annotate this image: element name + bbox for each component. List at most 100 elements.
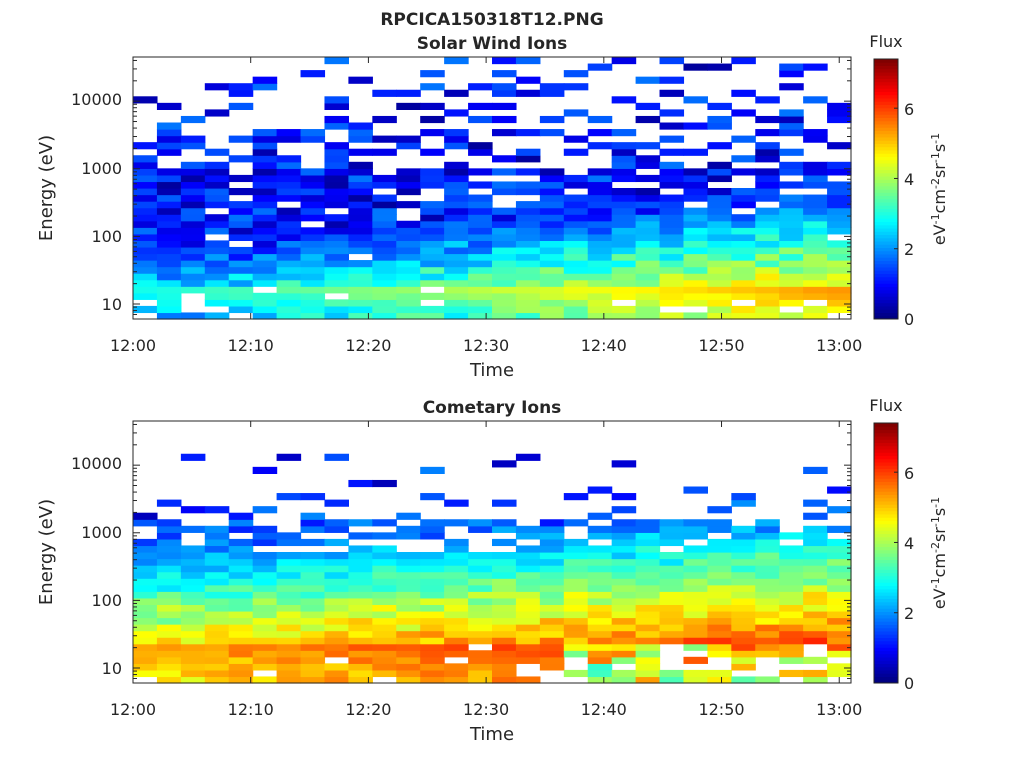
- heatmap-cell: [803, 499, 828, 507]
- heatmap-cell: [563, 650, 589, 658]
- heatmap-cell: [539, 174, 565, 183]
- y-tick-marks: [133, 59, 851, 320]
- colorbar-segment: [874, 592, 898, 596]
- heatmap-cell: [276, 194, 302, 202]
- heatmap-cell: [539, 617, 565, 625]
- colorbar-segment: [874, 296, 898, 300]
- heatmap-cell: [204, 83, 230, 91]
- heatmap-cell: [372, 663, 397, 671]
- heatmap-cell: [324, 181, 349, 189]
- heatmap-cell: [731, 578, 756, 586]
- heatmap-cell: [611, 233, 637, 241]
- heatmap-cell: [396, 669, 421, 678]
- heatmap-cell: [563, 260, 589, 268]
- heatmap-cell: [300, 214, 326, 222]
- heatmap-cell: [468, 571, 493, 579]
- colorbar-segment: [874, 621, 898, 625]
- heatmap-cell: [731, 188, 756, 196]
- heatmap-cell: [563, 643, 589, 651]
- heatmap-cell: [252, 305, 278, 314]
- heatmap-cell: [755, 246, 780, 255]
- heatmap-cell: [611, 286, 637, 294]
- heatmap-cell: [659, 312, 685, 320]
- heatmap-cell: [779, 552, 804, 560]
- heatmap-cell: [683, 545, 708, 553]
- heatmap-cell: [635, 571, 661, 579]
- heatmap-cell: [539, 656, 565, 664]
- heatmap-cell: [276, 597, 302, 605]
- heatmap-cell: [468, 312, 493, 320]
- colorbar-segment: [874, 59, 898, 63]
- heatmap-cell: [444, 266, 469, 274]
- heatmap-cell: [563, 299, 589, 307]
- heatmap-cell: [827, 142, 852, 150]
- colorbar-segment: [874, 299, 898, 304]
- heatmap-cell: [348, 161, 373, 169]
- heatmap-cell: [276, 135, 302, 143]
- heatmap-cell: [683, 122, 708, 130]
- heatmap-cell: [420, 624, 445, 632]
- heatmap-cell: [204, 676, 230, 684]
- heatmap-cell: [755, 519, 780, 527]
- heatmap-cell: [755, 253, 780, 261]
- colorbar-segment: [874, 585, 898, 590]
- heatmap-cell: [755, 591, 780, 599]
- heatmap-cell: [396, 578, 421, 586]
- heatmap-cell: [324, 102, 349, 110]
- colorbar-segment: [874, 517, 898, 521]
- heatmap-cell: [396, 312, 421, 320]
- colorbar-segment: [874, 107, 898, 112]
- heatmap-cell: [539, 565, 565, 573]
- heatmap-cell: [348, 617, 373, 625]
- heatmap-cell: [156, 292, 182, 300]
- heatmap-cell: [731, 266, 756, 274]
- heatmap-cell: [252, 624, 278, 632]
- heatmap-cell: [492, 565, 517, 573]
- heatmap-cell: [779, 558, 804, 566]
- heatmap-cell: [348, 591, 373, 599]
- heatmap-cell: [228, 207, 254, 215]
- heatmap-cell: [563, 545, 589, 553]
- heatmap-cell: [563, 253, 589, 261]
- heatmap-cell: [324, 617, 349, 625]
- heatmap-cell: [300, 207, 326, 215]
- heatmap-cell: [444, 597, 469, 605]
- heatmap-cell: [156, 201, 182, 209]
- heatmap-cell: [659, 201, 685, 209]
- heatmap-cell: [133, 233, 158, 241]
- heatmap-cell: [563, 578, 589, 586]
- heatmap-cell: [348, 545, 373, 553]
- heatmap-cell: [563, 519, 589, 527]
- heatmap-cell: [348, 552, 373, 560]
- heatmap-cell: [803, 591, 828, 599]
- heatmap-cell: [252, 637, 278, 645]
- y-tick-label: 1000: [81, 159, 122, 178]
- heatmap-cell: [635, 233, 661, 241]
- colorbar-segment: [874, 88, 898, 92]
- heatmap-cell: [252, 227, 278, 235]
- heatmap-cell: [324, 273, 349, 281]
- heatmap-cell: [563, 233, 589, 241]
- heatmap-cell: [587, 260, 613, 268]
- heatmap-cell: [635, 246, 661, 255]
- heatmap-cell: [228, 174, 254, 183]
- heatmap-cell: [515, 558, 541, 566]
- heatmap-cell: [420, 312, 445, 320]
- y-axis-label: Energy (eV): [36, 499, 57, 605]
- heatmap-cell: [492, 663, 517, 671]
- heatmap-cell: [228, 299, 254, 307]
- heatmap-cell: [827, 604, 852, 612]
- heatmap-cell: [133, 584, 158, 592]
- heatmap-cell: [180, 246, 206, 255]
- heatmap-cell: [180, 266, 206, 274]
- heatmap-cell: [587, 591, 613, 599]
- heatmap-cell: [252, 207, 278, 215]
- y-tick-label: 1000: [81, 523, 122, 542]
- heatmap-cell: [180, 610, 206, 619]
- heatmap-cell: [492, 650, 517, 658]
- heatmap-cell: [444, 499, 469, 507]
- heatmap-cell: [156, 299, 182, 307]
- heatmap-cell: [635, 312, 661, 320]
- heatmap-cell: [779, 286, 804, 294]
- heatmap-cell: [611, 532, 637, 540]
